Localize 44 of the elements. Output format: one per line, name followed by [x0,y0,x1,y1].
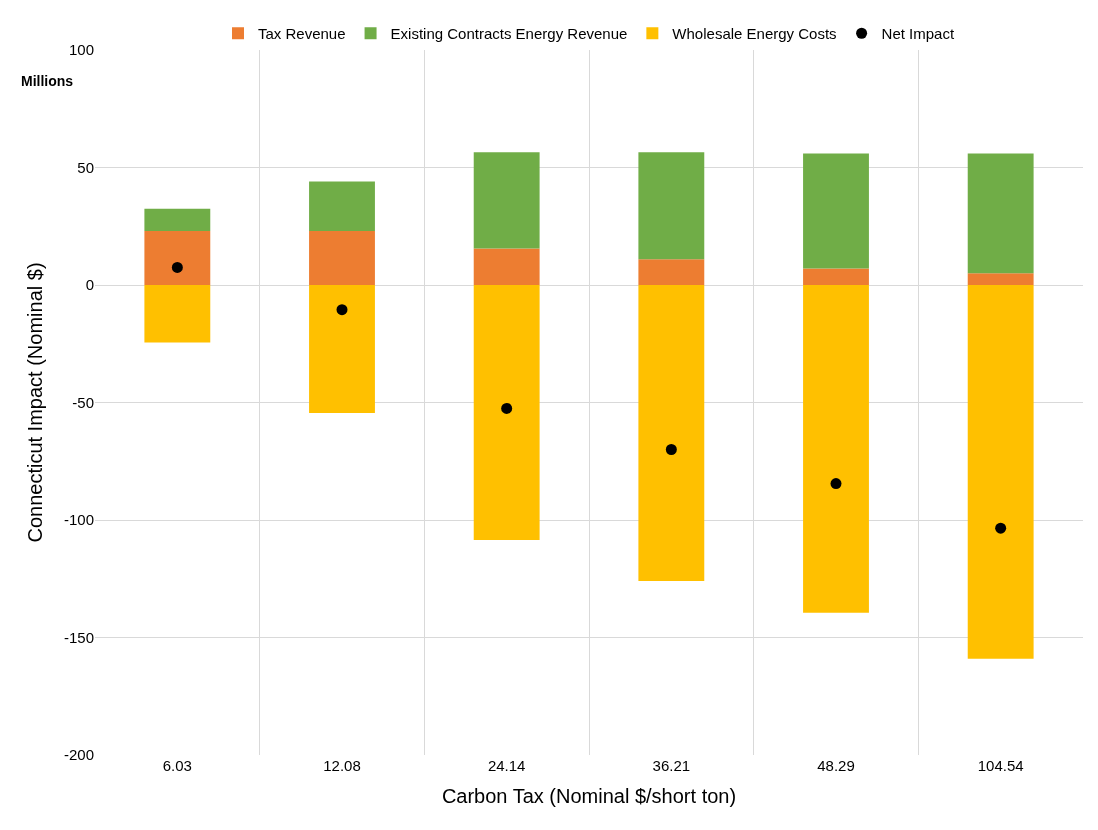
text: Millions [21,73,74,89]
bar [309,230,375,285]
bar [473,248,540,285]
point [336,304,348,316]
legend-label: Wholesale Energy Costs [672,25,837,43]
bar [144,285,211,343]
bar [473,152,540,249]
bar [144,230,211,285]
bar [473,285,540,540]
point [665,444,677,455]
legend-label: Tax Revenue [258,25,346,43]
x-tick-label: 104.54 [977,757,1024,774]
x-tick-label: 6.03 [162,757,192,774]
bar [638,152,705,260]
bar [309,181,375,231]
bar [803,285,869,613]
bar [803,268,869,285]
x-tick-label: 48.29 [817,757,855,774]
bar [144,208,211,231]
bar [638,285,705,582]
y-tick-label: 50 [77,158,94,176]
y-tick-label: -50 [72,393,94,411]
y-tick-label: -100 [63,511,94,529]
x-axis-title: Carbon Tax (Nominal $/short ton) [441,784,737,807]
bar [638,259,705,285]
bar [967,153,1034,274]
bar [803,153,869,269]
bar [967,285,1034,659]
bar [309,285,375,414]
point [501,402,513,414]
legend-label: Net Impact [881,25,955,43]
y-tick-label: 100 [68,41,94,59]
y-tick-label: -200 [63,746,94,764]
legend-label: Existing Contracts Energy Revenue [390,25,628,43]
x-tick-label: 24.14 [487,757,526,774]
bar [967,273,1034,285]
x-tick-label: 12.08 [323,757,361,774]
point [830,478,842,490]
x-tick-label: 36.21 [652,757,691,774]
y-axis-title: Connecticut Impact (Nominal $) [24,262,47,543]
y-tick-label: -150 [63,628,94,646]
point [995,522,1007,534]
y-tick-label: 0 [85,276,94,294]
point [171,261,183,273]
